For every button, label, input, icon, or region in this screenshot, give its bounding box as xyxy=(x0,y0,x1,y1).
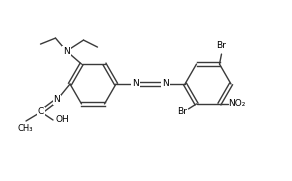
Text: N: N xyxy=(132,79,139,89)
Text: N: N xyxy=(54,96,60,104)
Text: N: N xyxy=(63,47,70,56)
Text: OH: OH xyxy=(56,115,70,125)
Text: N: N xyxy=(162,79,169,89)
Text: Br: Br xyxy=(217,41,226,50)
Text: C: C xyxy=(38,108,44,117)
Text: Br: Br xyxy=(177,107,187,116)
Text: NO₂: NO₂ xyxy=(229,99,246,108)
Text: CH₃: CH₃ xyxy=(17,124,33,133)
